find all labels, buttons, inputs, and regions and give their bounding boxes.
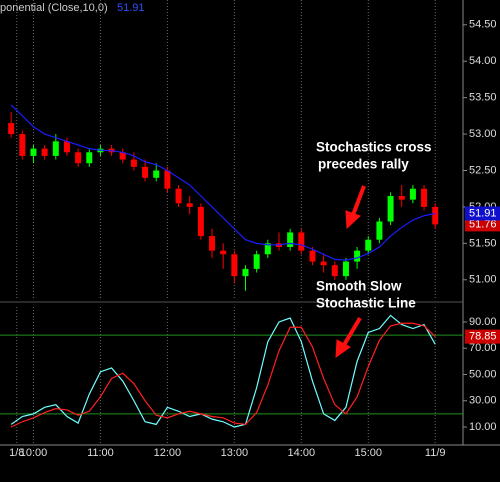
y-tick-label: 51.50: [469, 237, 497, 249]
candle-body: [309, 250, 316, 262]
last-value-label: 51.91: [469, 207, 497, 219]
candle-body: [376, 221, 383, 240]
candle-body: [8, 123, 15, 135]
last-value-label: 51.76: [469, 218, 497, 230]
candle-body: [331, 265, 338, 277]
candle-body: [63, 141, 70, 153]
x-tick-label: 13:00: [221, 447, 249, 459]
arrows: [335, 185, 366, 359]
candle-body: [264, 243, 271, 255]
candle-body: [287, 232, 294, 247]
candle-body: [52, 141, 59, 156]
candle-body: [130, 159, 137, 167]
candle-body: [242, 268, 249, 277]
annotation: precedes rally: [318, 157, 409, 172]
candle-body: [19, 134, 26, 156]
candle-body: [320, 261, 327, 266]
x-tick-label: 11:00: [87, 447, 114, 459]
candle-body: [142, 166, 149, 178]
y-tick-label: 90.00: [469, 316, 497, 328]
candle-body: [409, 188, 416, 200]
arrow-head: [345, 210, 361, 230]
candle-body: [186, 203, 193, 207]
candle-body: [175, 188, 182, 204]
y-tick-label: 54.00: [469, 55, 497, 67]
arrow-shaft: [342, 316, 362, 347]
candle-body: [342, 261, 349, 277]
x-tick-label: 14:00: [288, 447, 316, 459]
candle-body: [75, 152, 82, 164]
indicator-title: ponential (Close,10,0): [0, 2, 108, 14]
moving-average: [10, 104, 436, 261]
y-tick-label: 53.50: [469, 92, 497, 104]
candle-body: [421, 188, 428, 207]
indicator-value: 51.91: [117, 2, 145, 14]
y-tick-label: 54.50: [469, 19, 497, 31]
candle-body: [298, 232, 305, 251]
y-tick-label: 53.00: [469, 128, 497, 140]
x-tick-label: 15:00: [354, 447, 382, 459]
y-tick-label: 10.00: [469, 421, 497, 433]
candle-body: [253, 254, 260, 269]
last-value-box: [465, 217, 500, 232]
plot-layer: 1/810:00 11:00 12:00 13:00 14:00 15:00 11/9 51.…: [0, 0, 500, 459]
candle-body: [365, 239, 372, 251]
y-tick-label: 52.50: [469, 164, 497, 176]
candle-body: [119, 152, 126, 160]
candle-body: [432, 206, 439, 225]
candle-body: [220, 250, 227, 255]
stochastic-line: [10, 322, 436, 428]
arrow-head: [335, 339, 351, 359]
candle-body: [354, 250, 361, 262]
candle-body: [41, 148, 48, 156]
y-tick-label: 30.00: [469, 395, 497, 407]
x-tick-label: 11/9: [425, 447, 446, 459]
y-tick-label: 51.00: [469, 274, 497, 286]
candle-body: [153, 170, 160, 178]
candle-body: [231, 254, 238, 277]
annotation: Stochastic Line: [316, 296, 416, 311]
candle-body: [164, 170, 171, 189]
last-value-label: 78.85: [469, 331, 497, 343]
annotation: Stochastics cross: [316, 140, 432, 155]
x-tick-label: 12:00: [154, 447, 182, 459]
candle-body: [209, 236, 216, 251]
candle-body: [30, 148, 37, 156]
last-value-box: [465, 329, 500, 344]
last-value-box: [465, 206, 500, 221]
x-tick-label: 1/8: [9, 447, 24, 459]
candle-body: [197, 206, 204, 237]
candle-body: [86, 152, 93, 164]
y-tick-label: 50.00: [469, 368, 497, 380]
candle-body: [398, 195, 405, 200]
candle-body: [387, 195, 394, 222]
arrow-shaft: [351, 185, 366, 216]
annotation: Smooth Slow: [316, 279, 402, 294]
x-tick-label: 10:00: [20, 447, 48, 459]
y-tick-label: 70.00: [469, 342, 497, 354]
